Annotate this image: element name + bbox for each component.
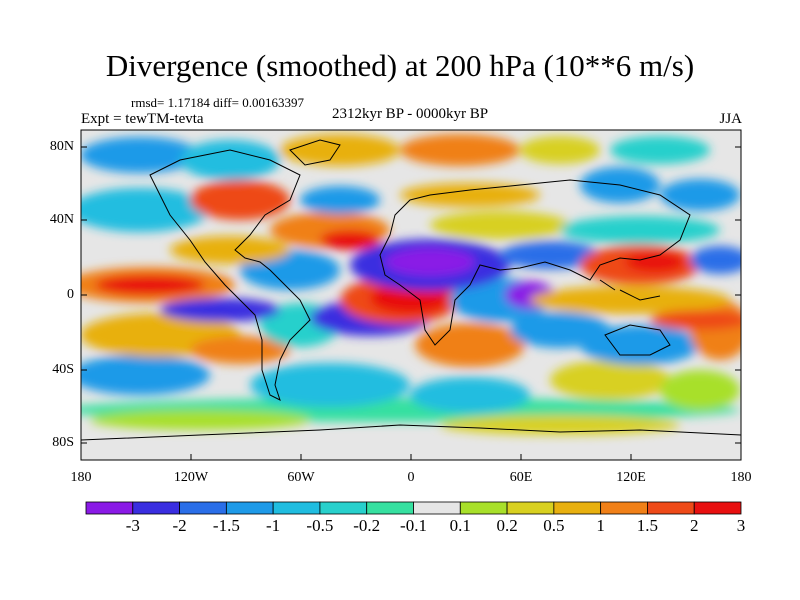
colorbar-swatch	[179, 501, 227, 515]
field-patch	[81, 137, 200, 173]
field-patch	[250, 363, 410, 407]
lon-tick-label: 180	[70, 470, 92, 485]
field-patch	[500, 241, 600, 269]
field-patch	[400, 183, 540, 207]
colorbar-swatch	[647, 501, 695, 515]
colorbar-label: 3	[736, 516, 746, 535]
tick-marks	[81, 146, 741, 460]
field-patch	[180, 140, 280, 180]
colorbar-label: 2	[689, 516, 699, 535]
colorbar-swatch	[225, 501, 274, 515]
greenland-coastline	[289, 139, 341, 166]
field-patch	[90, 410, 310, 430]
field-patch	[530, 286, 730, 314]
eurasia-africa-coastline	[379, 179, 691, 346]
field-patch	[300, 186, 380, 214]
field-patch	[560, 216, 720, 244]
americas-coastline	[149, 149, 311, 401]
colorbar-swatch	[132, 501, 180, 515]
field-patch	[625, 252, 685, 272]
colorbar-swatch	[366, 501, 414, 515]
lon-tick-label: 120W	[173, 470, 209, 485]
field-patch	[81, 355, 210, 395]
field-patch	[550, 360, 670, 400]
field-patch	[415, 323, 525, 367]
field-patch	[160, 298, 280, 322]
colorbar-label: 0.1	[449, 516, 471, 535]
field-patch	[95, 275, 205, 295]
colorbar-swatch	[693, 501, 742, 515]
colorbar-label: -2	[172, 516, 187, 535]
field-patch	[400, 134, 520, 166]
field-patch	[170, 236, 290, 264]
antarctica-coastline	[81, 424, 741, 441]
lat-tick-label: 80N	[49, 139, 74, 154]
lat-tick-label: 40S	[52, 362, 74, 377]
colorbar-label: 0.5	[543, 516, 565, 535]
field-patch	[520, 136, 600, 164]
colorbar-swatch	[272, 501, 321, 515]
colorbar-swatch	[319, 501, 368, 515]
colorbar	[85, 501, 742, 515]
plot-title: Divergence (smoothed) at 200 hPa (10**6 …	[105, 48, 695, 83]
field-patch	[660, 179, 740, 211]
field-patch	[81, 188, 210, 232]
field-patch	[410, 377, 530, 413]
stats-text: rmsd= 1.17184 diff= 0.00163397	[131, 95, 304, 110]
field-patch	[190, 336, 290, 364]
colorbar-label: -1	[266, 516, 281, 535]
colorbar-swatch	[413, 501, 461, 515]
colorbar-label: -3	[125, 516, 140, 535]
colorbar-swatch	[553, 501, 602, 515]
lon-tick-label: 0	[407, 470, 415, 485]
divergence-field	[81, 130, 741, 460]
colorbar-label: 1.5	[636, 516, 659, 535]
season-label: JJA	[719, 111, 742, 127]
colorbar-swatch	[600, 501, 648, 515]
field-patch	[580, 325, 700, 365]
colorbar-label: 1	[596, 516, 605, 535]
field-patch	[690, 246, 741, 274]
colorbar-label: -0.5	[306, 516, 334, 535]
field-patch	[320, 230, 380, 250]
maritime-continent-coastline	[599, 279, 661, 301]
field-patch	[660, 370, 740, 410]
colorbar-swatch	[506, 501, 555, 515]
period-label: 2312kyr BP - 0000kyr BP	[331, 106, 489, 122]
colorbar-label: -0.2	[353, 516, 381, 535]
lon-tick-label: 180	[730, 470, 752, 485]
coastlines	[81, 139, 741, 441]
colorbar-swatch	[85, 501, 134, 515]
colorbar-label: -1.5	[212, 516, 240, 535]
field-patch	[430, 211, 570, 239]
colorbar-label: -0.1	[400, 516, 427, 535]
lon-tick-label: 120E	[616, 470, 646, 485]
field-patch	[280, 134, 400, 166]
colorbar-swatch	[459, 501, 508, 515]
colorbar-label: 0.2	[496, 516, 518, 535]
lat-tick-label: 0	[67, 287, 74, 302]
lon-tick-label: 60W	[287, 470, 315, 485]
lat-tick-label: 40N	[49, 212, 74, 227]
field-patch	[385, 248, 475, 276]
experiment-label: Expt = tewTM-tevta	[81, 111, 204, 127]
lon-tick-label: 60E	[509, 470, 533, 485]
australia-coastline	[604, 324, 671, 356]
lat-tick-label: 80S	[52, 435, 74, 450]
field-patch	[190, 180, 290, 220]
field-patch	[650, 310, 741, 330]
field-patch	[610, 136, 710, 164]
